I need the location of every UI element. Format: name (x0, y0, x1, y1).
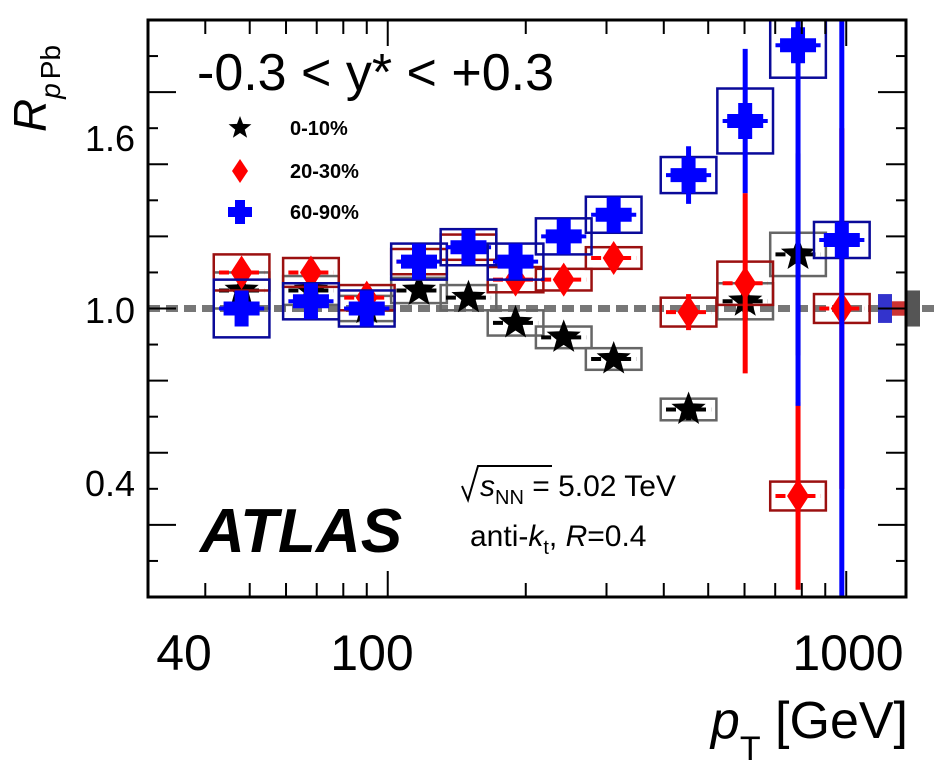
legend-marker-60-90% (228, 200, 252, 224)
sys-box (212, 278, 271, 339)
marker-diamond (677, 295, 700, 330)
marker-cross (595, 196, 632, 233)
energy-rest: = 5.02 TeV (524, 470, 676, 503)
legend-marker-0-10% (228, 116, 252, 138)
marker-cross (545, 218, 582, 255)
y-tick-label-0.4: 0.4 (85, 463, 135, 504)
series-60-90% (212, 20, 871, 597)
x-axis-title: pT [GeV] (709, 692, 908, 768)
energy-sub: NN (495, 487, 524, 509)
marker-diamond (602, 241, 625, 276)
x-axis-var: p (709, 692, 740, 750)
marker-cross (223, 290, 260, 327)
marker-diamond (734, 266, 757, 301)
x-axis-sub: T (740, 730, 761, 768)
sys-box (212, 253, 271, 292)
svg-text:anti-kt, R=0.4: anti-kt, R=0.4 (470, 520, 647, 559)
algorithm-label: anti-kt, R=0.4 (470, 520, 647, 559)
marker-cross (497, 243, 534, 280)
marker-star (498, 304, 533, 338)
y-axis-var: R (4, 99, 56, 132)
x-axis-unit: [GeV] (775, 692, 908, 750)
marker-diamond (230, 255, 253, 290)
marker-star (546, 319, 581, 352)
sys-box (439, 227, 498, 267)
y-axis-sub2: Pb (35, 45, 66, 79)
atlas-label: ATLAS (198, 497, 402, 566)
marker-cross (450, 229, 487, 266)
energy-s: s (480, 470, 495, 503)
normalization-boxes (878, 290, 920, 327)
axis-ticks (148, 20, 906, 597)
marker-star (451, 279, 486, 313)
marker-star (401, 272, 437, 305)
legend: 0-10% 20-30% 60-90% (228, 116, 359, 224)
x-tick-label-40: 40 (156, 625, 212, 681)
svg-text:pT [GeV]: pT [GeV] (709, 692, 908, 768)
marker-diamond (552, 262, 575, 297)
marker-cross (348, 290, 385, 327)
y-tick-label-1.6: 1.6 (85, 118, 135, 159)
legend-marker-20-30% (232, 159, 248, 183)
marker-cross (780, 27, 817, 64)
algo-ksub: t (543, 537, 549, 559)
svg-text:sNN = 5.02 TeV: sNN = 5.02 TeV (480, 470, 676, 509)
data-layer (212, 20, 871, 597)
sys-box (534, 217, 593, 256)
sqrt-sign (461, 465, 552, 503)
svg-text:RpPb: Rp Pb (4, 45, 66, 132)
marker-diamond (299, 255, 322, 290)
algo-k: k (528, 520, 545, 553)
x-tick-label-100: 100 (330, 625, 413, 681)
marker-cross (670, 157, 707, 194)
marker-cross (292, 283, 329, 320)
x-tick-label-1000: 1000 (792, 625, 903, 681)
sys-box (389, 242, 449, 281)
marker-star (671, 391, 706, 424)
rapidity-range-label: -0.3 < y* < +0.3 (197, 44, 554, 102)
sys-box (486, 242, 545, 281)
legend-label-20-30%: 20-30% (290, 161, 359, 183)
algo-rest: =0.4 (587, 520, 646, 553)
legend-label-60-90%: 60-90% (290, 202, 359, 224)
marker-cross (823, 221, 860, 258)
marker-star (596, 341, 631, 374)
sys-box (584, 195, 643, 235)
algo-prefix: anti- (470, 520, 528, 553)
y-axis-sub1: p (35, 83, 66, 100)
marker-cross (401, 243, 438, 280)
sys-box (337, 289, 396, 328)
marker-cross (727, 102, 764, 139)
algo-sep: , (549, 520, 566, 553)
y-axis-title: Rp Pb (4, 45, 66, 132)
norm-box-0-10% (906, 290, 920, 327)
marker-diamond (787, 479, 810, 514)
y-tick-label-1.0: 1.0 (85, 290, 135, 331)
legend-label-0-10%: 0-10% (290, 118, 348, 140)
energy-label: sNN = 5.02 TeV (461, 465, 676, 509)
algo-R: R (566, 520, 588, 553)
